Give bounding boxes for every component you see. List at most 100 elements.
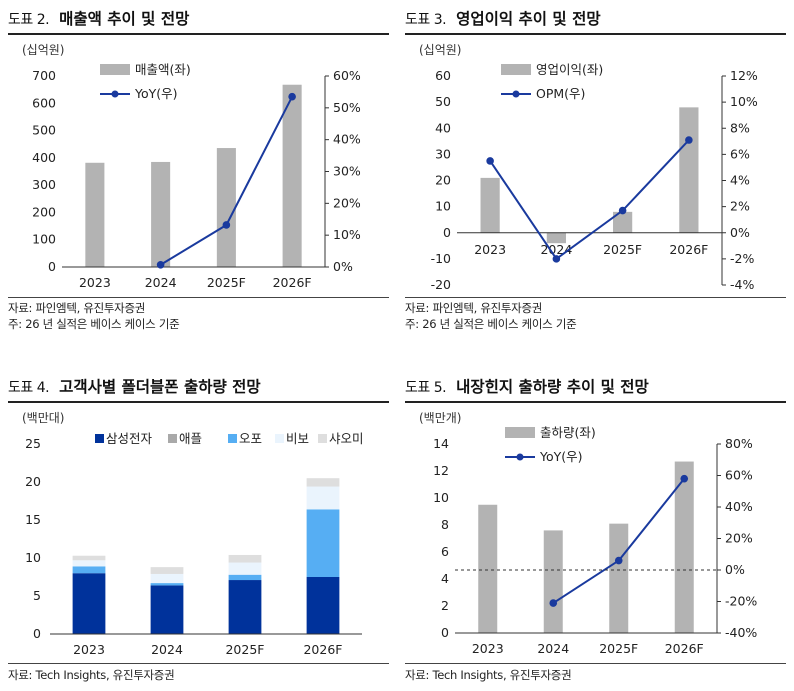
category-label: 2026F	[273, 275, 312, 290]
legend-bar-label: 영업이익(좌)	[536, 62, 603, 77]
legend-line-marker	[516, 453, 524, 461]
stack-오포-2023	[72, 566, 106, 574]
left-tick-label: 20	[25, 474, 41, 489]
stack-오포-2026F	[306, 509, 340, 577]
category-label: 2024	[151, 642, 183, 657]
title-rule	[405, 401, 786, 403]
left-tick-label: 0	[441, 625, 449, 640]
operating-profit-chart: (십억원) -20 -10 0 10 20 30 40 50 60 -4% -2% 0% 2% 4% 6% 8%…	[419, 43, 758, 292]
stack-삼성전자-2025F	[228, 580, 262, 634]
stack-삼성전자-2023	[72, 573, 106, 634]
left-tick-label: 6	[441, 544, 449, 559]
left-tick-label: 50	[435, 94, 451, 109]
right-tick-label: 0%	[333, 259, 353, 274]
source-rule	[8, 663, 389, 664]
left-tick-label: 4	[441, 571, 449, 586]
bar-2025F	[609, 523, 629, 633]
stack-샤오미-2024	[150, 567, 184, 574]
right-tick-label: 0%	[725, 562, 745, 577]
left-tick-label: 500	[32, 123, 56, 138]
line-point	[288, 92, 296, 101]
right-tick-label: 30%	[333, 164, 361, 179]
legend-label: 삼성전자	[106, 431, 153, 446]
right-tick-label: 50%	[333, 100, 361, 115]
legend-swatch-애플	[168, 434, 177, 443]
legend-line-label: OPM(우)	[536, 86, 585, 101]
legend-label: 애플	[179, 431, 202, 446]
legend-swatch-비보	[275, 434, 284, 443]
stack-비보-2025F	[228, 562, 262, 575]
right-tick-label: 8%	[730, 120, 750, 135]
left-tick-label: 0	[33, 626, 41, 641]
left-tick-label: 12	[433, 463, 449, 478]
left-tick-label: 25	[25, 436, 41, 451]
stack-삼성전자-2024	[150, 585, 184, 634]
bar-2025F	[613, 211, 633, 233]
left-tick-label: 10	[435, 199, 451, 214]
right-tick-label: -20%	[725, 594, 757, 609]
axis-unit-label: (십억원)	[419, 43, 461, 57]
line-point	[685, 136, 693, 144]
panel-revenue: 도표 2. 매출액 추이 및 전망 (십억원) 0 100 200 300 400 500 60…	[0, 0, 397, 345]
bar-2024	[546, 232, 566, 244]
note-text: 주: 26 년 실적은 베이스 케이스 기준	[405, 317, 577, 331]
line-point	[486, 157, 494, 165]
bar-2025F	[216, 148, 236, 267]
right-tick-label: 20%	[725, 531, 753, 546]
source-rule	[405, 297, 786, 298]
category-label: 2025F	[599, 641, 638, 656]
source-rule	[8, 297, 389, 298]
legend-line-label: YoY(우)	[539, 449, 583, 464]
right-tick-label: 10%	[730, 94, 758, 109]
left-tick-label: 5	[33, 588, 41, 603]
category-label: 2023	[79, 275, 111, 290]
left-tick-label: 60	[435, 68, 451, 83]
foldable-shipments-chart: (백만대) 0 5 10 15 20 25 2023 2024 2025F 2026F 삼성전자 애플 오…	[22, 411, 364, 657]
bar-2024	[543, 530, 563, 633]
bar-2026F	[679, 107, 699, 233]
axis-unit-label: (백만대)	[22, 411, 64, 425]
stack-샤오미-2026F	[306, 478, 340, 487]
category-label: 2025F	[225, 642, 264, 657]
left-tick-label: 40	[435, 120, 451, 135]
axis-unit-label: (백만개)	[419, 411, 461, 425]
stack-비보-2024	[150, 573, 184, 584]
right-tick-label: 20%	[333, 195, 361, 210]
legend-swatch-샤오미	[318, 434, 327, 443]
right-tick-label: 60%	[333, 68, 361, 83]
legend-line-marker	[512, 90, 520, 98]
axis-unit-label: (십억원)	[22, 43, 64, 57]
legend-label: 비보	[286, 431, 309, 446]
chart-title: 도표 5. 내장힌지 출하량 추이 및 전망	[405, 378, 649, 396]
bar-2023	[478, 504, 498, 633]
category-label: 2025F	[603, 242, 642, 257]
panel-hinge-shipments: 도표 5. 내장힌지 출하량 추이 및 전망 (백만개) 0 2 4 6 8 10 12 14 -4…	[397, 360, 794, 691]
source-text: 자료: 파인엠텍, 유진투자증권	[8, 301, 145, 315]
legend-bar-swatch	[501, 64, 531, 75]
bar-2026F	[282, 84, 302, 267]
legend-swatch-삼성전자	[95, 434, 104, 443]
legend-bar-swatch	[100, 64, 130, 75]
left-tick-label: 600	[32, 95, 56, 110]
stack-샤오미-2025F	[228, 554, 262, 563]
bar-2023	[480, 177, 500, 233]
legend-swatch-오포	[228, 434, 237, 443]
left-tick-label: 10	[25, 550, 41, 565]
left-tick-label: 20	[435, 173, 451, 188]
left-tick-label: 8	[441, 517, 449, 532]
right-tick-label: 80%	[725, 436, 753, 451]
note-text: 주: 26 년 실적은 베이스 케이스 기준	[8, 317, 180, 331]
panel-operating-profit: 도표 3. 영업이익 추이 및 전망 (십억원) -20 -10 0 10 20 30 40 50…	[397, 0, 794, 345]
source-text: 자료: Tech Insights, 유진투자증권	[8, 668, 175, 682]
legend-label: 샤오미	[329, 431, 364, 446]
left-tick-label: 200	[32, 204, 56, 219]
line-point	[552, 255, 561, 263]
title-rule	[8, 33, 389, 35]
left-tick-label: -10	[431, 251, 451, 266]
category-label: 2024	[537, 641, 569, 656]
category-label: 2026F	[303, 642, 342, 657]
category-label: 2025F	[207, 275, 246, 290]
line-point	[222, 221, 231, 229]
panel-foldable-shipments: 도표 4. 고객사별 폴더블폰 출하량 전망 (백만대) 0 5 10 15 20 25 202…	[0, 360, 397, 691]
title-rule	[8, 401, 389, 403]
